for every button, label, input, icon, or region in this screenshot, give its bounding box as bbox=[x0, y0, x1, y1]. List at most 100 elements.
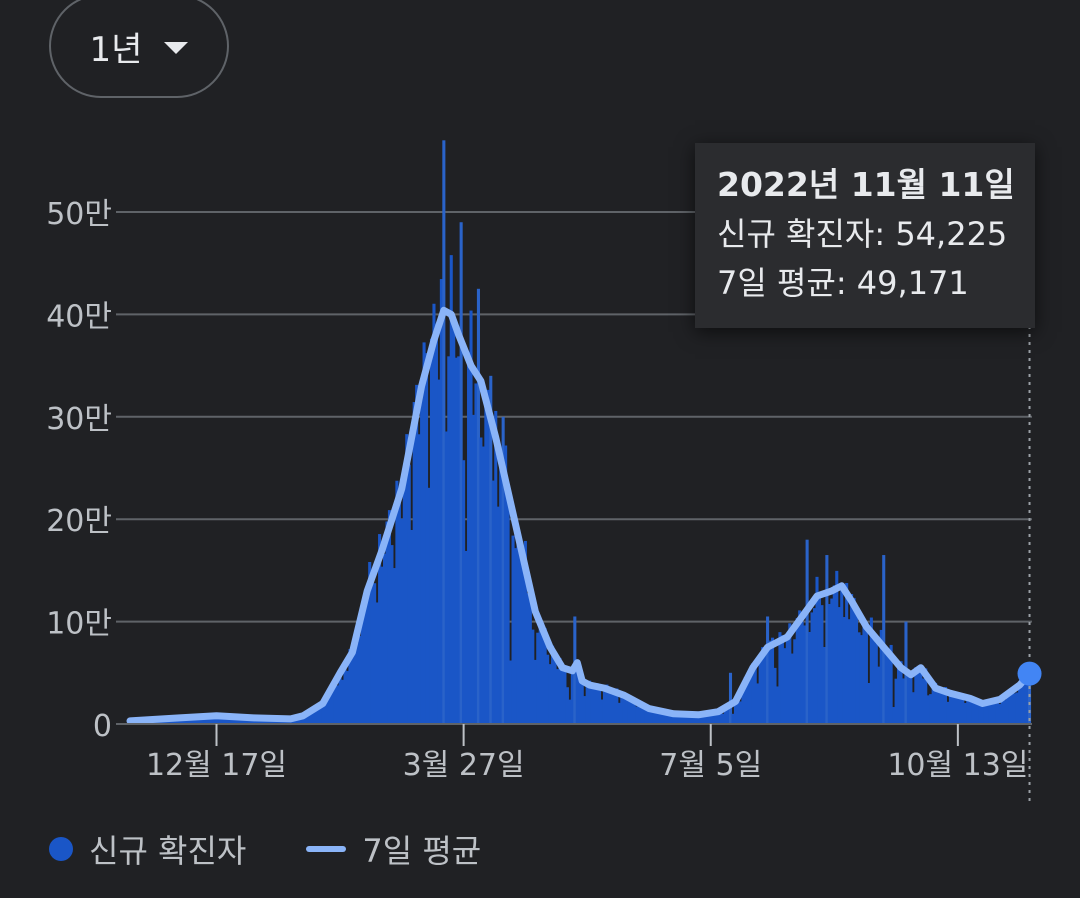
case-bar bbox=[780, 635, 784, 724]
x-axis: 12월 17일 3월 27일 7월 5일 10월 13일 bbox=[116, 723, 1032, 783]
case-bar bbox=[914, 667, 918, 724]
case-bar bbox=[644, 707, 649, 724]
case-bar bbox=[672, 714, 676, 724]
avg-line-series bbox=[126, 306, 1033, 725]
case-bar bbox=[439, 279, 443, 724]
case-bar bbox=[395, 480, 399, 724]
legend-item-new-cases[interactable]: 신규 확진자 bbox=[49, 826, 246, 872]
case-bar bbox=[857, 632, 861, 724]
case-bar bbox=[892, 707, 896, 724]
y-tick-label: 20만 bbox=[46, 504, 112, 539]
case-bar bbox=[306, 715, 310, 724]
x-tick-label: 7월 5일 bbox=[659, 748, 762, 783]
case-bar bbox=[425, 353, 429, 724]
case-bar bbox=[756, 683, 760, 724]
case-bar bbox=[546, 654, 550, 724]
case-bar bbox=[746, 683, 750, 724]
case-bar bbox=[447, 356, 451, 724]
case-bar bbox=[751, 663, 755, 724]
case-bar bbox=[968, 698, 972, 724]
case-bar bbox=[946, 701, 950, 724]
case-bar bbox=[706, 712, 710, 724]
case-bar bbox=[570, 669, 574, 724]
case-bar bbox=[523, 540, 527, 724]
x-tick-label: 10월 13일 bbox=[887, 748, 1028, 783]
case-bar bbox=[457, 356, 461, 724]
case-bar bbox=[509, 660, 513, 724]
case-bar bbox=[897, 662, 901, 724]
case-bar bbox=[761, 647, 765, 724]
case-bar bbox=[990, 699, 994, 724]
case-bar bbox=[763, 651, 767, 724]
case-bar bbox=[437, 379, 441, 724]
case-bar bbox=[217, 716, 221, 724]
case-bar bbox=[234, 717, 238, 724]
data-tooltip: 2022년 11월 11일 신규 확진자: 54,225 7일 평균: 49,1… bbox=[695, 143, 1035, 328]
case-bar bbox=[368, 562, 372, 724]
case-bar bbox=[753, 660, 757, 724]
case-bar bbox=[973, 701, 977, 724]
case-bar bbox=[1008, 690, 1012, 724]
case-bar bbox=[469, 310, 473, 724]
y-tick-label: 40만 bbox=[46, 299, 112, 334]
case-bar bbox=[333, 677, 337, 724]
case-bar bbox=[719, 710, 723, 724]
case-bar bbox=[716, 711, 720, 724]
case-bar bbox=[773, 667, 777, 724]
case-bar bbox=[840, 586, 844, 724]
legend-item-7day-avg[interactable]: 7일 평균 bbox=[306, 826, 481, 872]
case-bar bbox=[415, 384, 419, 724]
y-grid: 0 10만 20만 30만 40만 50만 bbox=[46, 197, 1032, 744]
case-bar bbox=[422, 342, 426, 724]
case-bar bbox=[355, 643, 359, 724]
case-bar bbox=[511, 535, 515, 724]
case-bar bbox=[531, 629, 535, 724]
case-bar bbox=[983, 704, 987, 724]
case-bar bbox=[815, 576, 819, 724]
case-bar bbox=[328, 690, 332, 724]
case-bar bbox=[227, 717, 231, 724]
case-bar bbox=[237, 719, 241, 724]
case-bar bbox=[647, 711, 651, 724]
avg-line bbox=[126, 306, 1033, 725]
case-bar bbox=[939, 692, 943, 724]
case-bar bbox=[180, 718, 184, 724]
case-bar bbox=[471, 414, 476, 724]
case-bar bbox=[859, 635, 864, 724]
case-bar bbox=[1023, 683, 1027, 724]
case-bar bbox=[827, 603, 831, 724]
range-selector-button[interactable]: 1년 bbox=[49, 0, 229, 98]
case-bar bbox=[741, 685, 745, 724]
case-bar bbox=[311, 710, 315, 724]
case-bar bbox=[642, 704, 646, 724]
case-bar bbox=[610, 694, 614, 724]
x-tick-label: 3월 27일 bbox=[403, 748, 525, 783]
case-bar bbox=[412, 402, 416, 724]
case-bar bbox=[726, 706, 730, 724]
case-bar bbox=[190, 718, 194, 724]
case-bar bbox=[961, 693, 965, 724]
case-bar bbox=[684, 714, 688, 724]
case-bar bbox=[998, 703, 1002, 724]
case-bar bbox=[832, 585, 836, 724]
case-bar bbox=[486, 389, 490, 724]
case-bar bbox=[963, 703, 967, 724]
case-bar bbox=[563, 671, 567, 724]
case-bar bbox=[405, 434, 409, 724]
case-bar bbox=[919, 668, 923, 724]
case-bar bbox=[911, 692, 915, 724]
case-bar bbox=[889, 644, 893, 724]
case-bar bbox=[632, 698, 636, 724]
case-bar bbox=[1010, 691, 1014, 724]
case-bar bbox=[743, 677, 747, 724]
case-bar bbox=[612, 691, 616, 724]
case-bar bbox=[951, 692, 955, 724]
case-bar bbox=[953, 691, 957, 724]
case-bar bbox=[543, 628, 547, 724]
case-bar bbox=[390, 545, 394, 724]
case-bar bbox=[882, 555, 886, 724]
case-bar bbox=[894, 678, 898, 724]
caret-down-icon bbox=[164, 42, 189, 54]
case-bar bbox=[476, 288, 480, 724]
